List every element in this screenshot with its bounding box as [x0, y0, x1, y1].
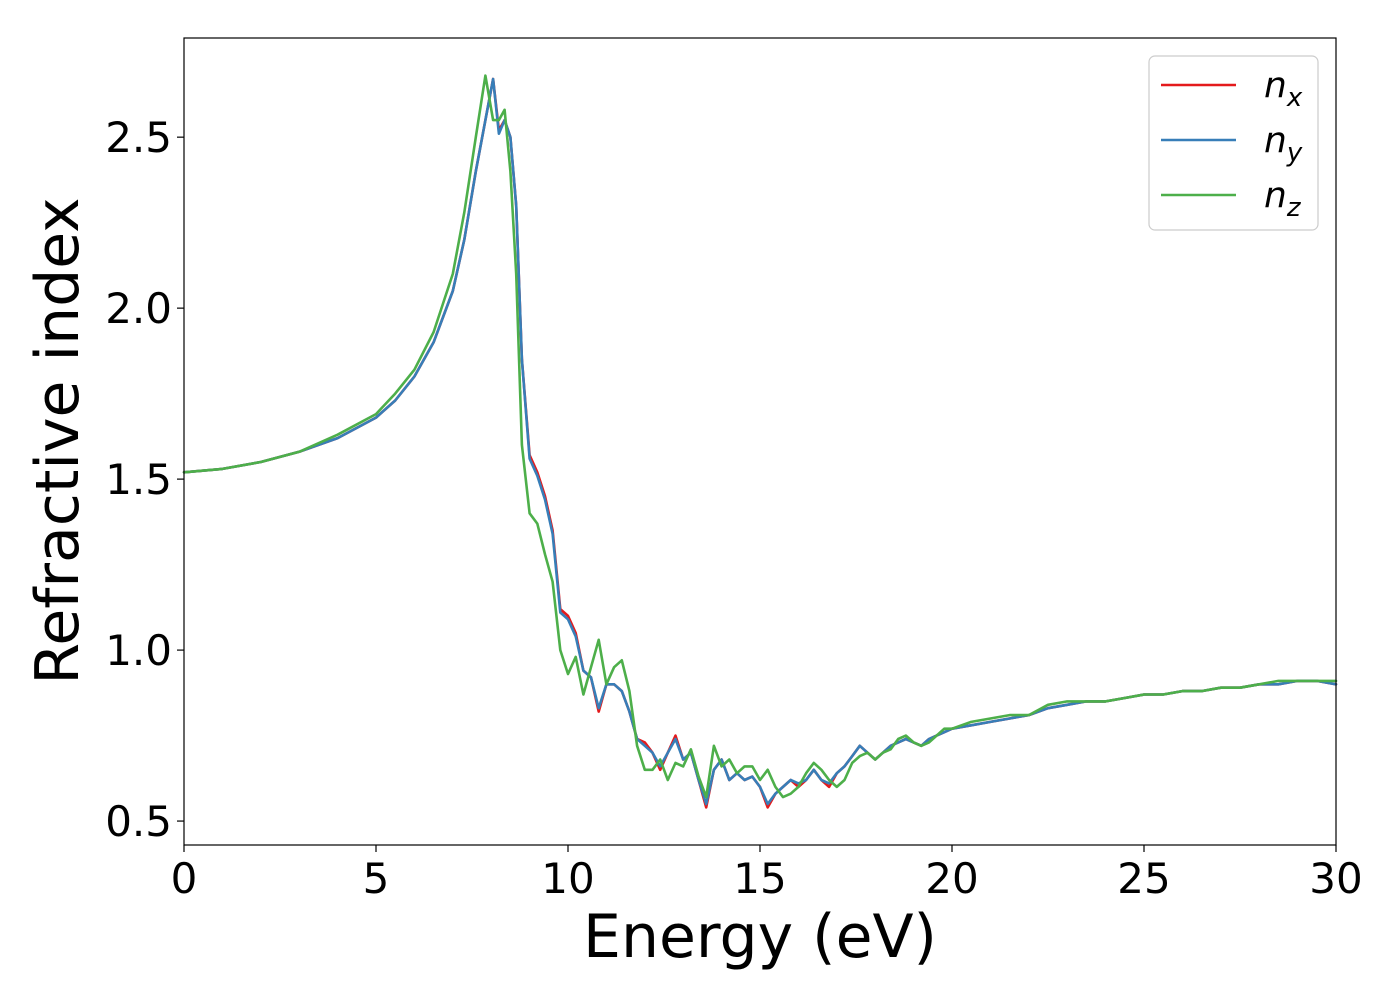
legend-label-subscript: z	[1286, 193, 1302, 223]
x-tick-label: 10	[541, 854, 594, 903]
legend-label-x: nx	[1264, 65, 1303, 113]
x-tick-label: 15	[733, 854, 786, 903]
legend-label-subscript: y	[1286, 138, 1303, 168]
legend-label-base: n	[1264, 120, 1287, 161]
legend-box	[1148, 55, 1319, 231]
legend-label-y: ny	[1264, 120, 1303, 168]
legend-label-z: nz	[1264, 175, 1302, 223]
legend-label-subscript: x	[1286, 83, 1303, 113]
y-tick-label: 1.0	[105, 626, 172, 675]
legend-label-base: n	[1264, 65, 1287, 106]
x-axis-ticks: 0 5 10 15 20 25 30	[171, 845, 1363, 903]
y-tick-label: 1.5	[105, 455, 172, 504]
x-axis-title: Energy (eV)	[583, 902, 937, 972]
y-tick-label: 2.5	[105, 113, 172, 162]
y-axis-ticks: 0.5 1.0 1.5 2.0 2.5	[105, 113, 184, 846]
x-tick-label: 25	[1117, 854, 1170, 903]
y-tick-label: 0.5	[105, 797, 172, 846]
y-axis-title: Refractive index	[23, 197, 93, 684]
x-tick-label: 30	[1309, 854, 1362, 903]
series-line-z	[182, 74, 1338, 799]
y-tick-label: 2.0	[105, 284, 172, 333]
x-tick-label: 20	[925, 854, 978, 903]
x-tick-label: 5	[363, 854, 390, 903]
legend-label-base: n	[1264, 175, 1287, 216]
plot-lines	[182, 74, 1338, 809]
x-tick-label: 0	[171, 854, 198, 903]
